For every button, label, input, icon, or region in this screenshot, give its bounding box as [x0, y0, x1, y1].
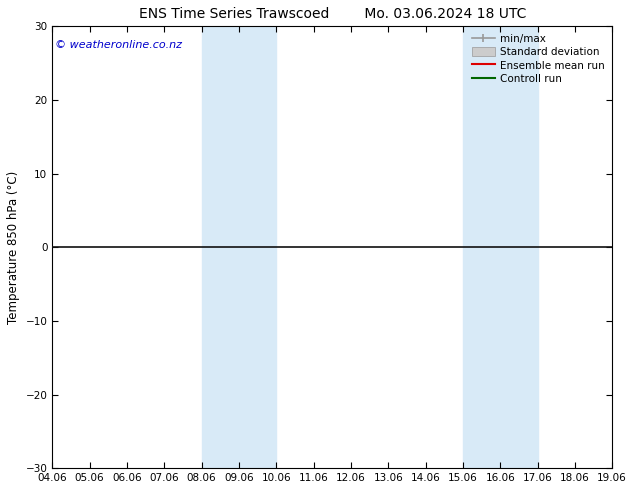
Title: ENS Time Series Trawscoed        Mo. 03.06.2024 18 UTC: ENS Time Series Trawscoed Mo. 03.06.2024… [138, 7, 526, 21]
Y-axis label: Temperature 850 hPa (°C): Temperature 850 hPa (°C) [7, 171, 20, 324]
Bar [463, 26, 538, 468]
Bar [202, 26, 276, 468]
Legend: min/max, Standard deviation, Ensemble mean run, Controll run: min/max, Standard deviation, Ensemble me… [468, 29, 609, 88]
Text: © weatheronline.co.nz: © weatheronline.co.nz [55, 40, 182, 49]
